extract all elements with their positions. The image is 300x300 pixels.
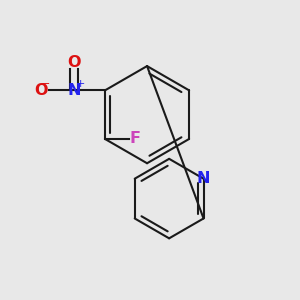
- Text: O: O: [34, 83, 47, 98]
- Text: N: N: [67, 83, 81, 98]
- Text: +: +: [76, 80, 85, 89]
- Text: F: F: [130, 131, 140, 146]
- Text: O: O: [67, 55, 81, 70]
- Text: N: N: [197, 171, 210, 186]
- Text: −: −: [40, 80, 50, 89]
